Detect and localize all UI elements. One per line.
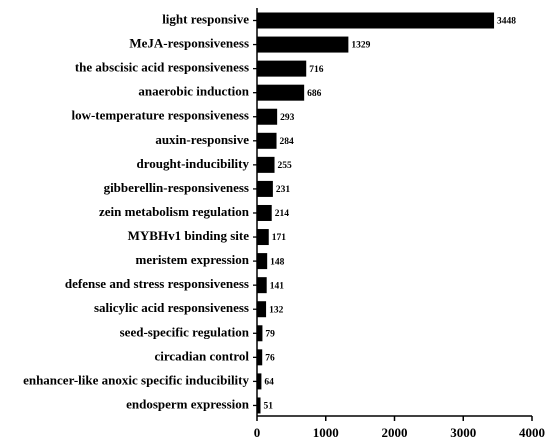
y-tick-label: MeJA-responsiveness (129, 36, 249, 51)
y-tick-label: endosperm expression (126, 396, 250, 411)
y-tick-label: auxin-responsive (155, 132, 249, 147)
data-label: 255 (278, 161, 293, 171)
data-label: 284 (280, 137, 295, 147)
y-tick-label: gibberellin-responsiveness (104, 180, 249, 195)
bar (257, 373, 262, 390)
data-label: 141 (270, 281, 285, 291)
bar (257, 204, 272, 221)
bar (257, 36, 349, 53)
data-label: 214 (275, 209, 290, 219)
data-label: 293 (280, 113, 295, 123)
data-label: 132 (269, 305, 284, 315)
y-tick-label: seed-specific regulation (120, 324, 250, 339)
data-label: 79 (265, 329, 275, 339)
bar (257, 132, 277, 149)
y-tick-label: zein metabolism regulation (99, 204, 250, 219)
y-tick-label: meristem expression (136, 252, 250, 267)
bar (257, 301, 267, 318)
bar (257, 229, 269, 246)
data-label: 686 (307, 89, 322, 99)
y-tick-label: circadian control (155, 348, 250, 363)
y-tick-label: MYBHv1 binding site (128, 228, 250, 243)
bar (257, 397, 261, 414)
y-tick-label: light responsive (162, 11, 249, 26)
bar (257, 253, 268, 270)
x-tick-label: 4000 (519, 425, 545, 440)
data-label: 716 (309, 65, 324, 75)
bar (257, 156, 275, 173)
bar (257, 84, 305, 101)
x-tick-label: 0 (254, 425, 261, 440)
data-label: 231 (276, 185, 291, 195)
data-label: 76 (265, 354, 275, 364)
y-tick-label: low-temperature responsiveness (71, 108, 249, 123)
data-label: 171 (272, 233, 287, 243)
x-tick-label: 3000 (450, 425, 476, 440)
y-tick-label: drought-inducibility (137, 156, 250, 171)
data-label: 51 (264, 402, 274, 412)
bar (257, 349, 263, 366)
bar (257, 180, 273, 197)
y-tick-label: defense and stress responsiveness (65, 276, 249, 291)
x-tick-label: 2000 (382, 425, 408, 440)
bar (257, 108, 278, 125)
x-tick-label: 1000 (313, 425, 339, 440)
data-label: 64 (264, 378, 274, 388)
data-label: 148 (270, 257, 285, 267)
bar (257, 60, 307, 77)
data-label: 1329 (351, 41, 370, 51)
bar (257, 325, 263, 342)
y-tick-label: the abscisic acid responsiveness (75, 60, 249, 75)
data-label: 3448 (497, 17, 516, 27)
y-tick-label: enhancer-like anoxic specific inducibili… (23, 372, 249, 387)
bar (257, 12, 495, 29)
bar (257, 277, 267, 294)
y-tick-label: salicylic acid responsiveness (94, 300, 249, 315)
y-tick-label: anaerobic induction (138, 84, 249, 99)
